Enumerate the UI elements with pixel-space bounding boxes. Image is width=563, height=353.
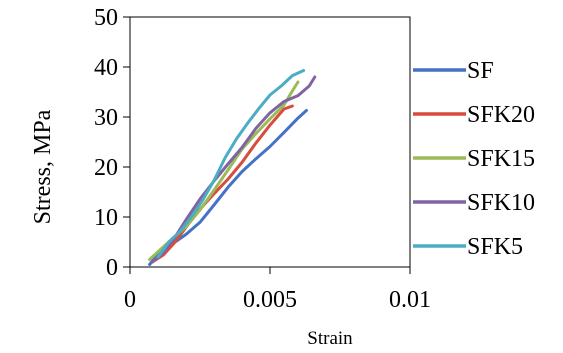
legend-label-sfk15: SFK15 bbox=[467, 146, 535, 172]
y-tick-label: 20 bbox=[94, 155, 118, 181]
plot-area bbox=[129, 16, 411, 268]
legend: SF SFK20 SFK15 SFK10 SFK5 bbox=[413, 58, 535, 260]
axes-layer: 0 10 20 30 40 50 0 0.005 0.01 bbox=[94, 5, 431, 313]
y-tick-label: 10 bbox=[94, 205, 118, 231]
x-tick-label: 0.005 bbox=[243, 287, 297, 313]
y-tick-label: 0 bbox=[106, 255, 118, 281]
y-tick-label: 30 bbox=[94, 105, 118, 131]
y-tick-label: 40 bbox=[94, 55, 118, 81]
series-layer bbox=[148, 69, 317, 266]
x-tick-label: 0.01 bbox=[389, 287, 431, 313]
legend-label-sf: SF bbox=[467, 58, 494, 84]
x-tick-label: 0 bbox=[124, 287, 136, 313]
y-axis-title: Stress, MPa bbox=[30, 109, 56, 224]
legend-label-sfk5: SFK5 bbox=[467, 234, 523, 260]
series-line-sfk20 bbox=[150, 104, 294, 264]
legend-label-sfk20: SFK20 bbox=[467, 102, 535, 128]
y-tick-label: 50 bbox=[94, 5, 118, 31]
series-line-sfk5 bbox=[156, 69, 306, 259]
legend-label-sfk10: SFK10 bbox=[467, 190, 535, 216]
plot-frame bbox=[129, 16, 411, 268]
x-axis-title: Strain bbox=[307, 328, 353, 349]
